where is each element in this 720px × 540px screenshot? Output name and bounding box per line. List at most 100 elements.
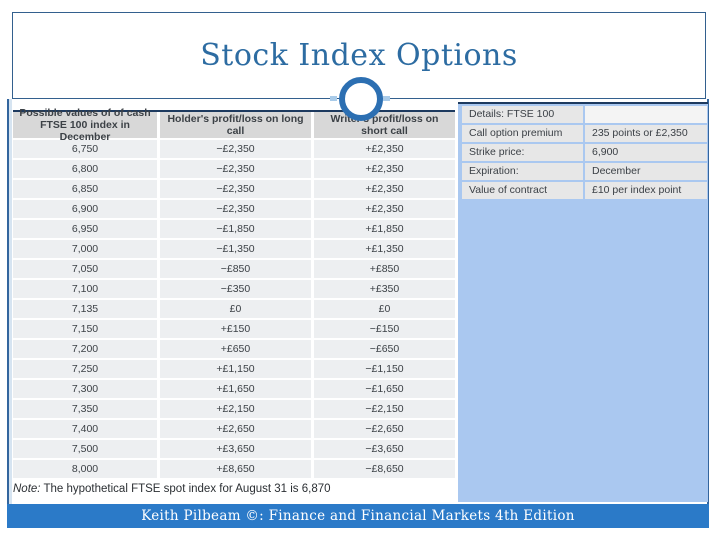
table-cell: −£1,650 — [314, 380, 455, 398]
table-cell: +£2,350 — [314, 200, 455, 218]
details-panel: Details: FTSE 100 Call option premium 235 … — [458, 102, 708, 502]
options-table-header: Possible values of of cash FTSE 100 inde… — [13, 107, 455, 143]
note-label: Note: — [13, 483, 41, 495]
left-border-accent — [9, 99, 12, 528]
table-row: 7,200 +£650 −£650 — [13, 340, 455, 358]
table-note: Note: The hypothetical FTSE spot index f… — [13, 483, 453, 495]
table-cell: −£2,350 — [160, 180, 311, 198]
table-cell: +£1,350 — [314, 240, 455, 258]
table-cell: 7,250 — [13, 360, 157, 378]
table-cell: +£1,650 — [160, 380, 311, 398]
table-row: 7,000 −£1,350 +£1,350 — [13, 240, 455, 258]
footer-citation: Keith Pilbeam ©: Finance and Financial M… — [141, 508, 575, 524]
table-cell: −£2,150 — [314, 400, 455, 418]
table-cell: −£650 — [314, 340, 455, 358]
table-cell: −£1,150 — [314, 360, 455, 378]
options-table-body: 6,750 −£2,350 +£2,350 6,800 −£2,350 +£2,350 6,… — [13, 140, 455, 478]
table-cell: 7,500 — [13, 440, 157, 458]
table-row: 8,000 +£8,650 −£8,650 — [13, 460, 455, 478]
table-cell: −£1,350 — [160, 240, 311, 258]
details-label: Strike price: — [462, 144, 583, 161]
table-row: 7,150 +£150 −£150 — [13, 320, 455, 338]
table-cell: £0 — [160, 300, 311, 318]
details-label: Value of contract — [462, 182, 583, 199]
table-cell: +£2,350 — [314, 180, 455, 198]
table-cell: −£350 — [160, 280, 311, 298]
column-header: Possible values of of cash FTSE 100 inde… — [13, 107, 157, 143]
table-cell: 7,000 — [13, 240, 157, 258]
table-cell: −£850 — [160, 260, 311, 278]
table-row: 7,135 £0 £0 — [13, 300, 455, 318]
table-row: 7,500 +£3,650 −£3,650 — [13, 440, 455, 458]
details-label: Expiration: — [462, 163, 583, 180]
table-row: 6,750 −£2,350 +£2,350 — [13, 140, 455, 158]
table-cell: 7,400 — [13, 420, 157, 438]
table-row: 6,800 −£2,350 +£2,350 — [13, 160, 455, 178]
details-row: Strike price: 6,900 — [462, 144, 707, 161]
table-cell: −£2,350 — [160, 140, 311, 158]
table-cell: £0 — [314, 300, 455, 318]
options-table: Possible values of of cash FTSE 100 inde… — [13, 107, 455, 478]
table-cell: −£2,350 — [160, 160, 311, 178]
details-value: 6,900 — [585, 144, 707, 161]
table-cell: 6,900 — [13, 200, 157, 218]
circle-accent-left — [330, 96, 337, 101]
table-cell: −£3,650 — [314, 440, 455, 458]
table-cell: 6,750 — [13, 140, 157, 158]
table-cell: −£8,650 — [314, 460, 455, 478]
table-row: 7,300 +£1,650 −£1,650 — [13, 380, 455, 398]
table-cell: −£2,350 — [160, 200, 311, 218]
details-row: Expiration: December — [462, 163, 707, 180]
table-row: 7,350 +£2,150 −£2,150 — [13, 400, 455, 418]
column-header: Writer's profit/loss on short call — [314, 112, 455, 138]
table-cell: 7,350 — [13, 400, 157, 418]
table-row: 7,250 +£1,150 −£1,150 — [13, 360, 455, 378]
column-header: Holder's profit/loss on long call — [160, 112, 311, 138]
details-row: Call option premium 235 points or £2,350 — [462, 125, 707, 142]
details-label: Call option premium — [462, 125, 583, 142]
table-cell: +£350 — [314, 280, 455, 298]
note-text: The hypothetical FTSE spot index for Aug… — [40, 483, 331, 495]
table-row: 7,400 +£2,650 −£2,650 — [13, 420, 455, 438]
table-cell: 6,850 — [13, 180, 157, 198]
details-row: Value of contract £10 per index point — [462, 182, 707, 199]
table-cell: −£1,850 — [160, 220, 311, 238]
table-cell: 7,200 — [13, 340, 157, 358]
table-cell: 7,100 — [13, 280, 157, 298]
table-cell: +£2,350 — [314, 140, 455, 158]
details-value: December — [585, 163, 707, 180]
details-label: Details: FTSE 100 — [462, 106, 583, 123]
table-row: 6,950 −£1,850 +£1,850 — [13, 220, 455, 238]
table-cell: +£2,650 — [160, 420, 311, 438]
table-cell: +£8,650 — [160, 460, 311, 478]
details-table: Details: FTSE 100 Call option premium 235 … — [462, 106, 707, 199]
table-row: 6,900 −£2,350 +£2,350 — [13, 200, 455, 218]
details-row: Details: FTSE 100 — [462, 106, 707, 123]
table-cell: 7,135 — [13, 300, 157, 318]
table-cell: +£650 — [160, 340, 311, 358]
table-cell: 7,150 — [13, 320, 157, 338]
table-row: 7,100 −£350 +£350 — [13, 280, 455, 298]
details-value: £10 per index point — [585, 182, 707, 199]
details-value: 235 points or £2,350 — [585, 125, 707, 142]
circle-accent-right — [383, 96, 390, 101]
table-cell: +£1,150 — [160, 360, 311, 378]
table-row: 7,050 −£850 +£850 — [13, 260, 455, 278]
table-cell: 7,050 — [13, 260, 157, 278]
table-cell: +£2,350 — [314, 160, 455, 178]
table-cell: 8,000 — [13, 460, 157, 478]
table-cell: +£3,650 — [160, 440, 311, 458]
table-cell: +£850 — [314, 260, 455, 278]
left-border-line — [7, 99, 9, 528]
table-row: 6,850 −£2,350 +£2,350 — [13, 180, 455, 198]
table-cell: −£2,650 — [314, 420, 455, 438]
page-title: Stock Index Options — [200, 38, 518, 73]
table-cell: 6,950 — [13, 220, 157, 238]
details-value — [585, 106, 707, 123]
table-cell: 6,800 — [13, 160, 157, 178]
right-border-line — [707, 99, 709, 528]
table-cell: 7,300 — [13, 380, 157, 398]
circle-ornament-icon — [339, 77, 383, 121]
table-cell: +£2,150 — [160, 400, 311, 418]
